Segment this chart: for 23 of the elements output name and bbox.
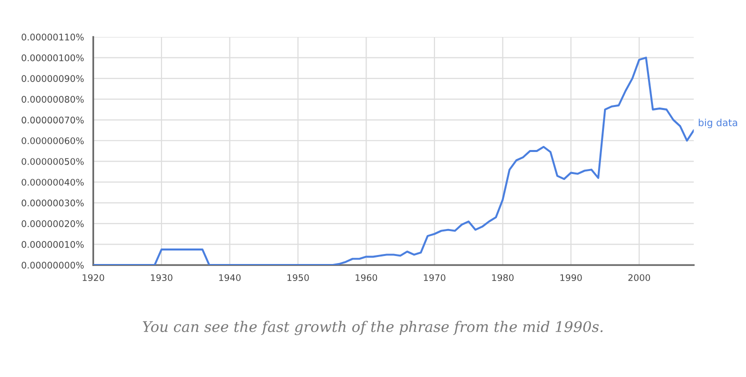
text: You can see the fast growth of the phrase from the mid 1990s. [142, 320, 603, 336]
y-tick-label: 0.00000010% [22, 241, 84, 248]
y-tick-label: 0.00000050% [22, 158, 84, 165]
x-tick-label: 1920 [82, 274, 104, 282]
series-label: big data [698, 118, 738, 128]
x-tick-label: 2000 [628, 274, 650, 282]
y-tick-label: 0.00000070% [22, 116, 84, 124]
y-tick-label: 0.00000080% [22, 96, 84, 103]
y-tick-label: 0.00000100% [22, 54, 84, 62]
x-tick-label: 1980 [492, 274, 514, 282]
x-tick-label: 1930 [150, 274, 172, 282]
y-tick-label: 0.00000060% [22, 137, 84, 144]
x-tick-label: 1950 [287, 274, 309, 282]
x-tick-label: 1970 [424, 274, 446, 282]
y-tick-label: 0.00000000% [22, 262, 84, 269]
x-tick-label: 1940 [219, 274, 241, 282]
y-tick-label: 0.00000030% [22, 200, 84, 206]
x-tick-label: 1990 [560, 274, 582, 282]
y-tick-label: 0.00000110% [22, 34, 84, 41]
y-tick-label: 0.00000040% [22, 178, 84, 186]
y-tick-label: 0.00000020% [22, 220, 84, 228]
y-tick-label: 0.00000090% [22, 75, 84, 82]
x-tick-label: 1960 [356, 274, 378, 282]
